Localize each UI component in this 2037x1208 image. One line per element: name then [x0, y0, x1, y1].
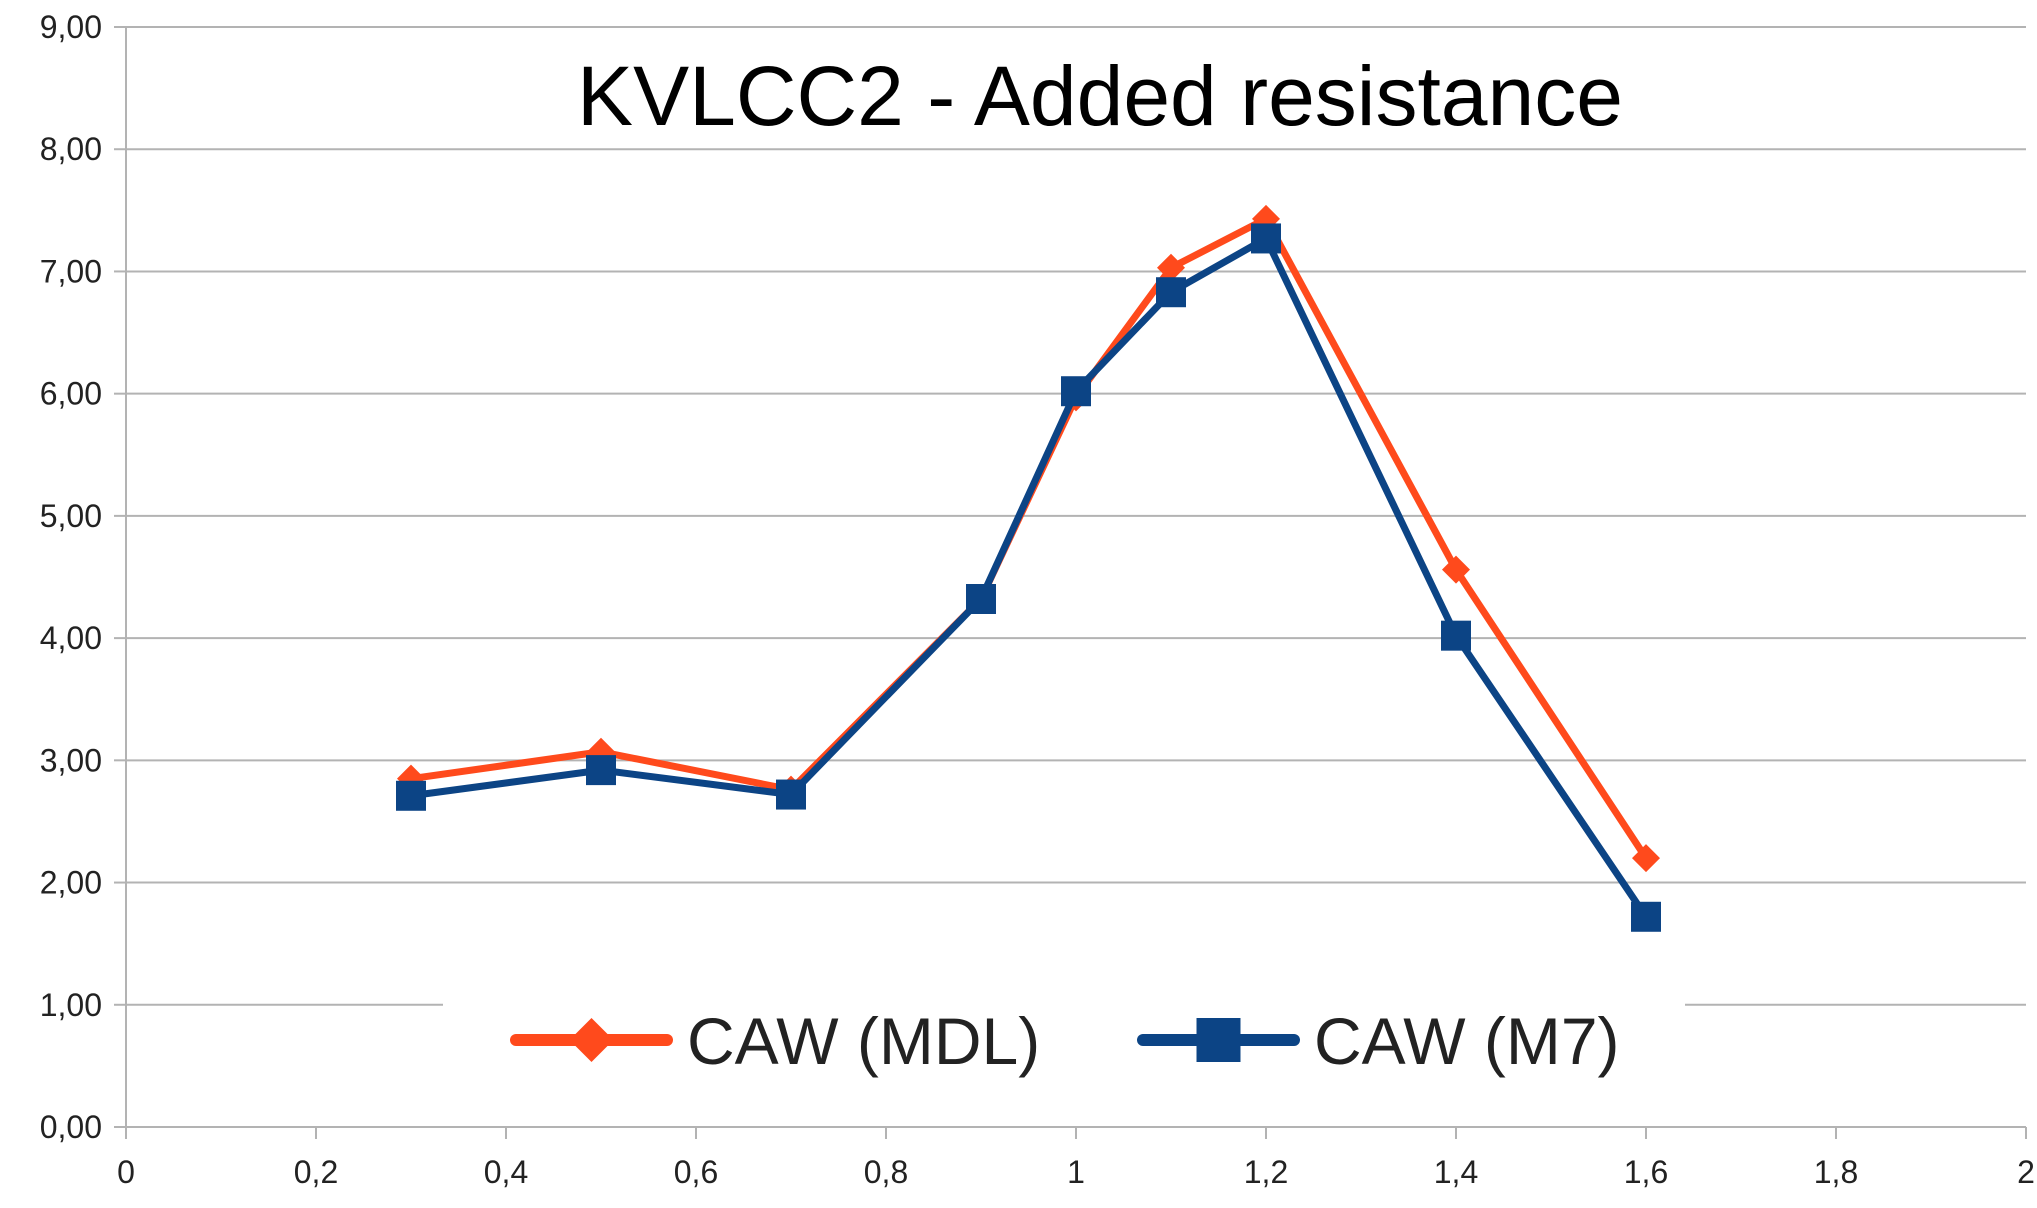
- tick-labels: 0,00 1,00 2,00 3,00 4,00 5,00 6,00 7,00 8,00 9,00…: [40, 9, 2035, 1190]
- y-tick-label: 8,00: [40, 131, 102, 167]
- legend-item: CAW (M7): [1137, 1004, 1620, 1078]
- data-point: [1631, 901, 1661, 932]
- data-point: [776, 779, 806, 810]
- series-2: [396, 223, 1661, 932]
- legend-label: CAW (M7): [1314, 1004, 1620, 1078]
- legend-swatch-marker: [569, 1018, 614, 1062]
- axis-layer: [114, 26, 2027, 1139]
- y-tick-label: 3,00: [40, 742, 102, 778]
- y-tick-label: 1,00: [40, 987, 102, 1023]
- data-point: [1632, 844, 1660, 873]
- legend: CAW (MDL) CAW (M7): [443, 978, 1685, 1090]
- grid-layer: [126, 26, 2026, 1006]
- x-tick-label: 1,8: [1814, 1154, 1858, 1190]
- x-tick-label: 1,2: [1244, 1154, 1288, 1190]
- y-tick-label: 4,00: [40, 620, 102, 656]
- data-point: [1061, 376, 1091, 407]
- y-tick-label: 6,00: [40, 376, 102, 412]
- y-tick-label: 5,00: [40, 498, 102, 534]
- x-tick-label: 0,6: [674, 1154, 718, 1190]
- y-tick-label: 2,00: [40, 865, 102, 901]
- x-tick-label: 0,4: [484, 1154, 528, 1190]
- x-tick-label: 0: [117, 1154, 135, 1190]
- x-tick-label: 0,2: [294, 1154, 338, 1190]
- data-point: [1442, 555, 1470, 584]
- data-point: [966, 584, 996, 614]
- legend-label: CAW (MDL): [687, 1004, 1040, 1078]
- series-layer: [396, 204, 1661, 932]
- legend-item: CAW (MDL): [510, 1004, 1040, 1078]
- data-point: [1157, 253, 1185, 282]
- data-point: [1251, 223, 1281, 254]
- legend-swatch-marker: [1196, 1018, 1241, 1062]
- data-point: [1441, 620, 1471, 651]
- x-tick-label: 2: [2017, 1154, 2035, 1190]
- x-tick-label: 0,8: [864, 1154, 908, 1190]
- x-tick-label: 1,6: [1624, 1154, 1668, 1190]
- y-tick-label: 7,00: [40, 253, 102, 289]
- data-point: [1156, 277, 1186, 308]
- data-point: [396, 780, 426, 811]
- chart-title: KVLCC2 - Added resistance: [577, 49, 1623, 143]
- y-tick-label: 0,00: [40, 1109, 102, 1145]
- x-tick-label: 1: [1067, 1154, 1085, 1190]
- y-tick-label: 9,00: [40, 9, 102, 45]
- x-tick-label: 1,4: [1434, 1154, 1478, 1190]
- data-point: [586, 755, 616, 786]
